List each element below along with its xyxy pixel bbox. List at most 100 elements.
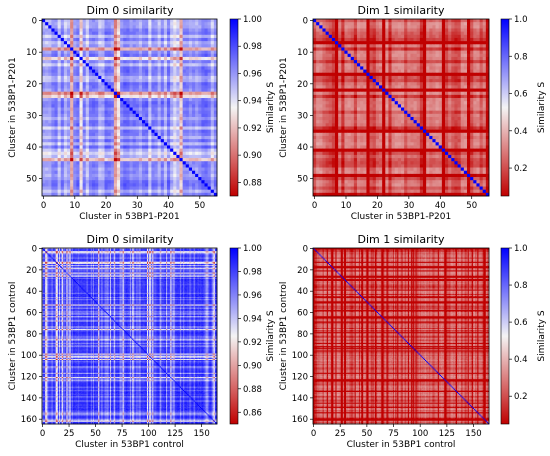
heatmap-cell: [195, 79, 198, 83]
heatmap-cell: [133, 25, 136, 29]
heatmap-cell: [61, 54, 64, 58]
heatmap-cell: [192, 73, 195, 77]
heatmap-cell: [170, 47, 173, 51]
heatmap-cell: [114, 51, 117, 55]
heatmap-cell: [114, 60, 117, 64]
heatmap-cell: [67, 38, 70, 42]
heatmap-cell: [186, 32, 189, 36]
heatmap-cell: [198, 25, 201, 29]
heatmap-cell: [67, 60, 70, 64]
heatmap-cell: [198, 47, 201, 51]
heatmap-cell: [48, 89, 51, 93]
heatmap-cell: [48, 63, 51, 67]
heatmap-cell: [48, 82, 51, 86]
heatmap-cell: [170, 51, 173, 55]
heatmap-cell: [45, 73, 48, 77]
heatmap-cell: [136, 66, 139, 70]
heatmap-cell: [155, 60, 158, 64]
heatmap-cell: [48, 70, 51, 74]
heatmap-cell: [133, 85, 136, 89]
heatmap-cell: [123, 51, 126, 55]
heatmap-cell: [83, 28, 86, 32]
heatmap-cell: [83, 38, 86, 42]
heatmap-cell: [70, 28, 73, 32]
heatmap-cell: [105, 28, 108, 32]
heatmap-cell: [83, 89, 86, 93]
heatmap-cell: [51, 51, 54, 55]
heatmap-cell: [76, 76, 79, 80]
heatmap-cell: [101, 85, 104, 89]
heatmap-cell: [58, 85, 61, 89]
heatmap-cell: [83, 73, 86, 77]
heatmap-cell: [58, 19, 61, 23]
heatmap-cell: [89, 54, 92, 58]
heatmap-cell: [133, 47, 136, 51]
heatmap-cell: [139, 38, 142, 42]
heatmap-cell: [101, 82, 104, 86]
heatmap-cell: [136, 70, 139, 74]
heatmap-cell: [80, 54, 83, 58]
heatmap-cell: [51, 35, 54, 39]
heatmap-cell: [123, 41, 126, 45]
heatmap-cell: [55, 89, 58, 93]
heatmap-cell: [83, 63, 86, 67]
heatmap-cell: [205, 51, 208, 55]
heatmap-cell: [58, 89, 61, 93]
heatmap-cell: [42, 85, 45, 89]
heatmap-cell: [51, 89, 54, 93]
heatmap-cell: [70, 63, 73, 67]
heatmap-cell: [176, 66, 179, 70]
heatmap-cell: [95, 57, 98, 61]
heatmap-cell: [42, 19, 45, 23]
heatmap-cell: [201, 63, 204, 67]
heatmap-cell: [95, 60, 98, 64]
heatmap-cell: [117, 32, 120, 36]
heatmap-cell: [139, 32, 142, 36]
heatmap-cell: [123, 66, 126, 70]
heatmap-cell: [48, 66, 51, 70]
heatmap-cell: [108, 63, 111, 67]
heatmap-cell: [105, 25, 108, 29]
heatmap-cell: [92, 35, 95, 39]
heatmap-cell: [123, 54, 126, 58]
heatmap-cell: [123, 63, 126, 67]
heatmap-cell: [151, 25, 154, 29]
heatmap-cell: [114, 44, 117, 48]
heatmap-cell: [73, 19, 76, 23]
heatmap-cell: [51, 32, 54, 36]
heatmap-cell: [151, 57, 154, 61]
heatmap-cell: [189, 32, 192, 36]
heatmap-cell: [148, 25, 151, 29]
heatmap-cell: [161, 57, 164, 61]
heatmap-cell: [45, 66, 48, 70]
heatmap-cell: [45, 70, 48, 74]
heatmap-cell: [133, 79, 136, 83]
heatmap-cell: [42, 25, 45, 29]
heatmap-cell: [198, 79, 201, 83]
heatmap-cell: [201, 32, 204, 36]
heatmap-cell: [73, 76, 76, 80]
heatmap-cell: [130, 51, 133, 55]
heatmap-cell: [139, 44, 142, 48]
heatmap-cell: [45, 28, 48, 32]
heatmap-cell: [92, 28, 95, 32]
heatmap-cell: [76, 70, 79, 74]
heatmap-cell: [89, 85, 92, 89]
heatmap-cell: [123, 38, 126, 42]
heatmap-cell: [55, 82, 58, 86]
heatmap-cell: [101, 35, 104, 39]
heatmap-cell: [45, 51, 48, 55]
heatmap-cell: [42, 44, 45, 48]
heatmap-cell: [170, 38, 173, 42]
heatmap-cell: [161, 25, 164, 29]
heatmap-cell: [164, 38, 167, 42]
heatmap-cell: [183, 54, 186, 58]
heatmap-cell: [167, 38, 170, 42]
heatmap-cell: [108, 22, 111, 26]
heatmap-cell: [130, 82, 133, 86]
heatmap-cell: [95, 38, 98, 42]
heatmap-cell: [126, 25, 129, 29]
heatmap-cell: [83, 47, 86, 51]
heatmap-cell: [98, 89, 101, 93]
heatmap-cell: [86, 54, 89, 58]
